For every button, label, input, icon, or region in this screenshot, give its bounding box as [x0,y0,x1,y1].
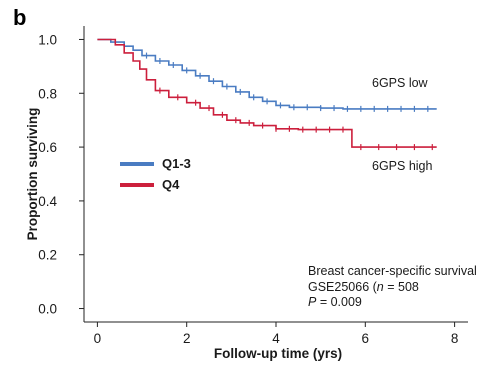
y-tick-label: 0.6 [38,140,57,155]
note-line-3: P = 0.009 [308,295,362,309]
label-6gps-low: 6GPS low [372,76,429,90]
x-tick-label: 6 [362,331,370,346]
y-tick-label: 0.2 [38,248,57,263]
y-tick-label: 0.8 [38,86,57,101]
note-line-2: GSE25066 (n = 508 [308,280,419,294]
x-tick-label: 4 [272,331,280,346]
series-layer [97,38,437,151]
y-ticks: 0.0 0.2 0.4 0.6 0.8 1.0 [38,32,84,317]
stats-note: Breast cancer-specific survival GSE25066… [308,264,477,309]
x-tick-label: 0 [94,331,102,346]
y-tick-label: 0.4 [38,194,57,209]
x-tick-label: 8 [451,331,459,346]
x-tick-label: 2 [183,331,191,346]
note-line-1: Breast cancer-specific survival [308,264,477,278]
x-ticks: 0 2 4 6 8 [94,322,459,346]
y-tick-label: 0.0 [38,302,57,317]
legend-label-q13: Q1-3 [162,156,191,171]
y-tick-label: 1.0 [38,32,57,47]
km-curve-q13 [97,38,437,110]
panel-label: b [13,5,26,30]
legend: Q1-3 Q4 [120,156,191,192]
label-6gps-high: 6GPS high [372,159,433,173]
y-axis-title: Proportion surviving [25,108,40,241]
legend-label-q4: Q4 [162,177,180,192]
x-axis-title: Follow-up time (yrs) [214,346,342,361]
